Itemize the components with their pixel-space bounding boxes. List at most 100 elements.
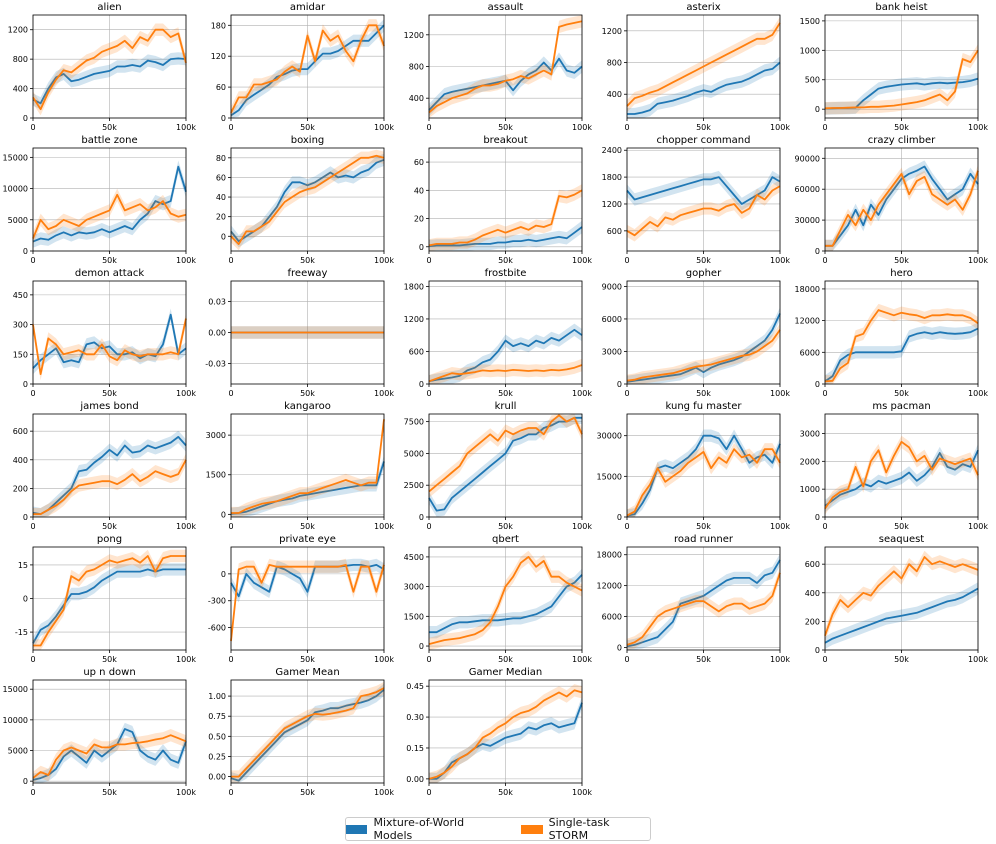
x-tick-label: 100k	[770, 123, 790, 132]
x-tick-label: 100k	[572, 522, 592, 531]
x-tick-label: 50k	[696, 389, 711, 398]
x-tick-label: 100k	[176, 522, 196, 531]
y-tick-label: 0	[23, 114, 28, 123]
subplot-demon-attack: demon attack 0 150 300 450 0 50k 100k	[13, 268, 197, 398]
subplot-title: breakout	[483, 135, 527, 146]
x-tick-label: 50k	[300, 522, 315, 531]
series-line-single-task-storm	[230, 564, 385, 642]
plot-frame	[428, 14, 583, 119]
subplot-road-runner: road runner 0 6000 12000 18000 0 50k 100k	[597, 534, 791, 664]
x-tick-label: 100k	[572, 389, 592, 398]
y-tick-label: 150	[13, 350, 28, 359]
legend-swatch-mixture	[346, 824, 368, 834]
series-line-single-task-storm	[824, 309, 979, 383]
y-tick-label: 18000	[795, 285, 820, 294]
subplot-kangaroo: kangaroo 0 1500 3000 0 50k 100k	[206, 401, 395, 531]
x-tick-label: 50k	[300, 655, 315, 664]
series-band-mixture-of-world-models	[627, 429, 780, 517]
x-tick-label: 0	[228, 655, 233, 664]
series-line-mixture-of-world-models	[824, 449, 979, 507]
legend-item-storm: Single-task STORM	[521, 816, 650, 842]
series-band-mixture-of-world-models	[825, 160, 978, 251]
y-tick-label: 20	[414, 215, 424, 224]
y-tick-label: 40	[414, 186, 424, 195]
x-tick-label: 0	[228, 522, 233, 531]
y-tick-label: 0	[221, 232, 226, 241]
x-tick-label: 0	[822, 655, 827, 664]
y-tick-label: 0	[815, 247, 820, 256]
x-tick-label: 100k	[968, 256, 988, 265]
y-tick-label: 40	[216, 193, 226, 202]
subplot-pong: pong -15 0 15 0 50k 100k	[15, 534, 196, 664]
x-tick-label: 50k	[894, 123, 909, 132]
x-tick-label: 100k	[176, 788, 196, 797]
y-tick-label: 0	[815, 513, 820, 522]
y-tick-label: 90000	[795, 154, 820, 163]
series-line-single-task-storm	[231, 687, 385, 778]
x-tick-label: 50k	[102, 655, 117, 664]
plot-frame	[32, 280, 187, 385]
series-line-mixture-of-world-models	[626, 176, 781, 205]
subplot-title: pong	[97, 534, 122, 545]
subplot-title: frostbite	[485, 268, 527, 279]
y-tick-label: 600	[607, 227, 622, 236]
subplot-title: boxing	[291, 135, 325, 146]
plot-frame	[626, 413, 781, 518]
subplot-title: ms pacman	[872, 401, 930, 412]
series-band-single-task-storm	[627, 443, 780, 517]
series-line-mixture-of-world-models	[32, 728, 187, 781]
series-line-mixture-of-world-models	[825, 165, 979, 247]
plot-frame	[626, 147, 781, 252]
x-tick-label: 50k	[300, 788, 315, 797]
y-tick-label: 0.00	[208, 773, 226, 782]
x-tick-label: 0	[426, 788, 431, 797]
y-tick-label: 0.30	[406, 713, 424, 722]
x-tick-label: 0	[30, 256, 35, 265]
y-tick-label: 400	[13, 456, 28, 465]
x-tick-label: 100k	[968, 389, 988, 398]
y-tick-label: 0	[419, 243, 424, 252]
x-tick-label: 100k	[770, 522, 790, 531]
x-tick-label: 50k	[498, 655, 513, 664]
y-tick-label: 3000	[602, 347, 622, 356]
y-tick-label: 2500	[404, 481, 424, 490]
series-line-single-task-storm	[626, 448, 781, 517]
x-tick-label: 0	[624, 256, 629, 265]
x-tick-label: 0	[30, 522, 35, 531]
series-band-single-task-storm	[627, 323, 780, 384]
plot-frame	[824, 280, 979, 385]
y-tick-label: 15000	[597, 472, 622, 481]
series-line-single-task-storm	[825, 170, 979, 247]
x-tick-label: 100k	[374, 522, 394, 531]
subplot-krull: krull 0 2500 5000 7500 0 50k 100k	[404, 401, 593, 531]
y-tick-label: 20	[216, 213, 226, 222]
legend-swatch-storm	[521, 824, 543, 834]
y-tick-label: 0	[815, 380, 820, 389]
x-tick-label: 0	[30, 788, 35, 797]
series-line-mixture-of-world-models	[32, 568, 186, 644]
subplot-boxing: boxing 0 20 40 60 80 0 50k 100k	[216, 135, 395, 265]
y-tick-label: 2000	[800, 457, 820, 466]
y-tick-label: 60	[216, 173, 226, 182]
y-tick-label: 60000	[795, 185, 820, 194]
series-line-single-task-storm	[428, 364, 583, 383]
x-tick-label: 50k	[102, 123, 117, 132]
y-tick-label: 0.45	[406, 682, 424, 691]
plot-frame	[428, 679, 583, 784]
series-line-mixture-of-world-models	[428, 226, 583, 247]
y-tick-label: 15000	[3, 685, 28, 694]
series-line-single-task-storm	[32, 734, 187, 779]
y-tick-label: 6000	[800, 348, 820, 357]
subplot-alien: alien 0 400 800 1200 0 50k 100k	[8, 2, 197, 132]
y-tick-label: -0.03	[205, 359, 226, 368]
series-line-mixture-of-world-models	[428, 328, 583, 383]
y-tick-label: 15000	[3, 153, 28, 162]
y-tick-label: 5000	[404, 449, 424, 458]
x-tick-label: 50k	[894, 522, 909, 531]
plot-frame	[626, 546, 781, 651]
subplot-crazy-climber: crazy climber 0 30000 60000 90000 0 50k 100k	[795, 135, 989, 265]
y-tick-label: 1.00	[208, 692, 226, 701]
series-line-single-task-storm	[428, 414, 583, 493]
x-tick-label: 0	[30, 655, 35, 664]
y-tick-label: 5000	[8, 216, 28, 225]
